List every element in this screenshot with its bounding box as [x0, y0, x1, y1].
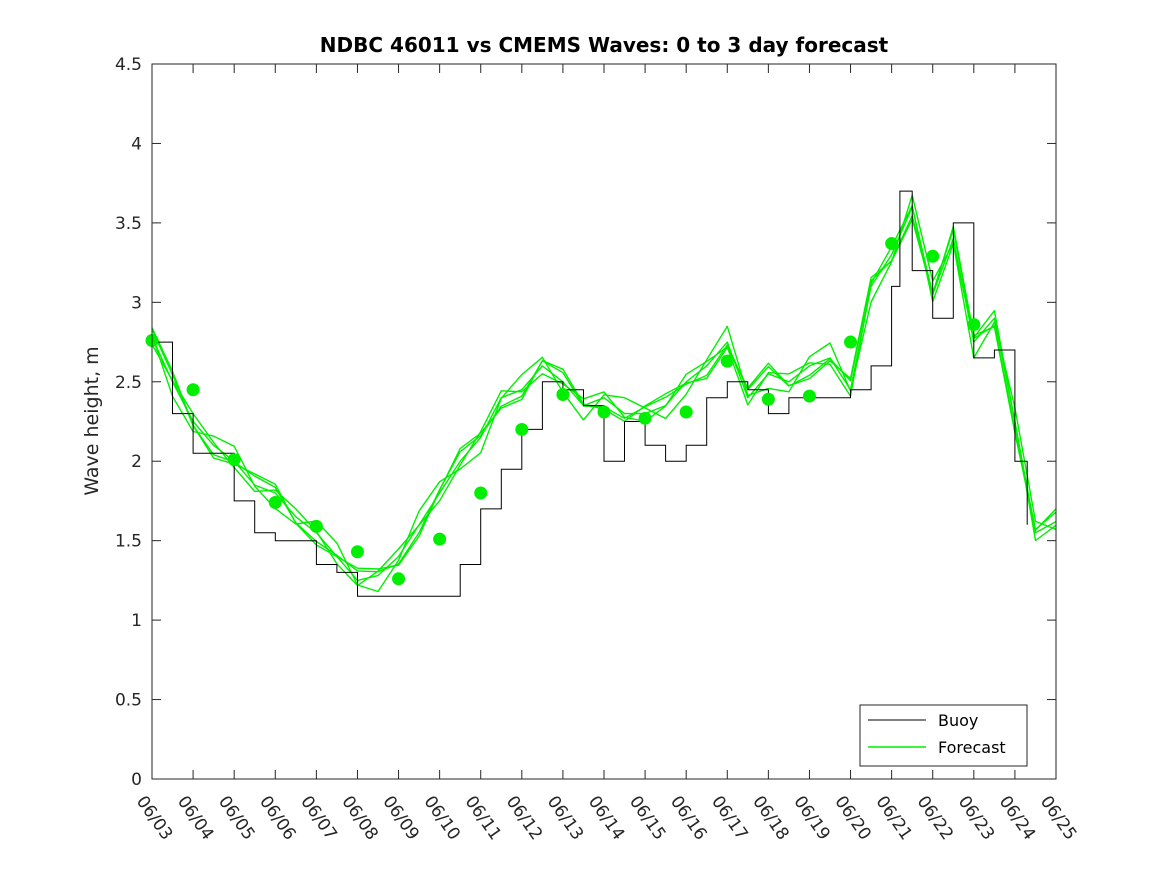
y-tick-label: 2.5 [115, 373, 142, 393]
buoy-line [152, 190, 1028, 597]
x-tick-label: 06/20 [830, 792, 874, 844]
plot-box [151, 63, 1057, 780]
forecast-start-point [967, 318, 981, 332]
forecast-start-point [268, 496, 282, 510]
forecast-start-point [679, 405, 693, 419]
x-tick-label: 06/23 [954, 792, 998, 844]
y-tick-label: 1.5 [115, 532, 142, 552]
x-tick-label: 06/04 [173, 792, 217, 844]
x-tick-label: 06/12 [502, 792, 546, 844]
y-tick-label: 3 [131, 293, 142, 313]
x-tick-label: 06/14 [584, 792, 628, 844]
forecast-start-point [597, 405, 611, 419]
forecast-start-point [309, 519, 323, 533]
y-tick-label: 0 [131, 770, 142, 790]
legend-box [859, 704, 1028, 767]
y-tick-label: 3.5 [115, 214, 142, 234]
forecast-start-point [844, 335, 858, 349]
x-tick-label: 06/11 [461, 792, 505, 844]
x-tick-label: 06/06 [255, 792, 299, 844]
x-tick-label: 06/25 [1036, 792, 1080, 844]
y-tick-label: 0.5 [115, 691, 142, 711]
forecast-start-point [515, 422, 529, 436]
forecast-start-point [433, 532, 447, 546]
forecast-line [151, 194, 1057, 593]
x-tick-label: 06/16 [666, 792, 710, 844]
legend-label-forecast: Forecast [938, 738, 1006, 757]
y-axis: 0 0.5 1 1.5 2 2.5 3 3.5 4 4.5 [115, 55, 1056, 790]
x-tick-label: 06/03 [132, 792, 176, 844]
x-tick-label: 06/07 [296, 792, 340, 844]
forecast-line [151, 206, 1057, 582]
x-tick-label: 06/15 [625, 792, 669, 844]
forecast-start-point [350, 545, 364, 559]
y-tick-label: 4 [131, 134, 142, 154]
forecast-start-point [392, 572, 406, 586]
x-tick-label: 06/21 [872, 792, 916, 844]
x-tick-label: 06/22 [913, 792, 957, 844]
x-tick-label: 06/08 [337, 792, 381, 844]
forecast-start-point [227, 453, 241, 467]
chart-title: NDBC 46011 vs CMEMS Waves: 0 to 3 day fo… [320, 33, 889, 57]
y-tick-label: 1 [131, 611, 142, 631]
x-tick-label: 06/09 [378, 792, 422, 844]
y-tick-label: 4.5 [115, 55, 142, 75]
x-tick-label: 06/19 [789, 792, 833, 844]
x-tick-label: 06/24 [995, 792, 1039, 844]
legend-label-buoy: Buoy [938, 711, 978, 730]
x-tick-label: 06/17 [707, 792, 751, 844]
forecast-start-point [638, 411, 652, 425]
forecast-start-point [761, 392, 775, 406]
x-tick-label: 06/18 [748, 792, 792, 844]
forecast-start-point [720, 354, 734, 368]
forecast-start-point [926, 249, 940, 263]
forecast-start-points [145, 237, 981, 586]
y-tick-label: 2 [131, 452, 142, 472]
y-axis-label: Wave height, m [81, 346, 103, 495]
forecast-start-point [186, 383, 200, 397]
x-tick-label: 06/05 [214, 792, 258, 844]
forecast-start-point [556, 387, 570, 401]
x-tick-label: 06/10 [420, 792, 464, 844]
forecast-start-point [885, 237, 899, 251]
x-tick-label: 06/13 [543, 792, 587, 844]
legend: Buoy Forecast [859, 704, 1028, 767]
forecast-start-point [474, 486, 488, 500]
forecast-start-point [802, 389, 816, 403]
